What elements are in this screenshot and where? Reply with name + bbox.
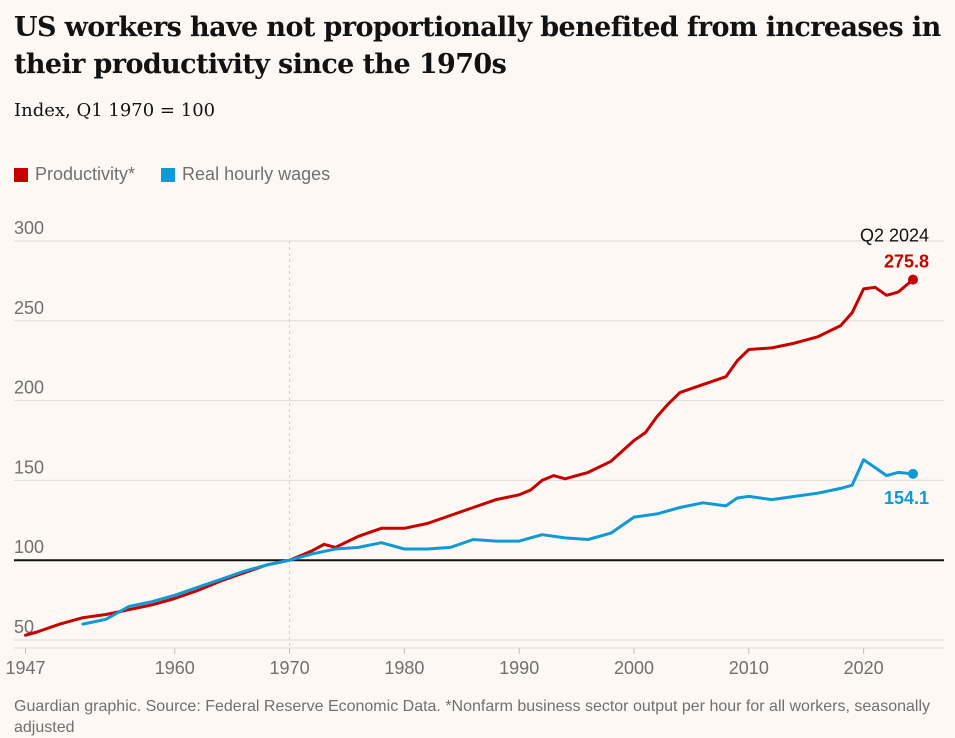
legend-label-wages: Real hourly wages (182, 164, 331, 184)
legend: Productivity* Real hourly wages (14, 164, 356, 185)
x-tick-label-1970: 1970 (270, 658, 310, 678)
chart-subtitle: Index, Q1 1970 = 100 (14, 100, 216, 121)
line-chart: 50 100 150 200 250 300 1947 1960 1970 1980 1990 20… (5, 218, 944, 678)
x-tick-label-2010: 2010 (729, 658, 769, 678)
end-date-label: Q2 2024 (860, 226, 929, 246)
chart-title: US workers have not proportionally benef… (14, 12, 941, 80)
legend-label-productivity: Productivity* (35, 164, 136, 184)
legend-swatch-wages (161, 167, 176, 182)
series-lines (24, 274, 918, 637)
productivity-end-value: 275.8 (884, 252, 929, 272)
x-tick-label-1960: 1960 (155, 658, 195, 678)
footnote: Guardian graphic. Source: Federal Reserv… (14, 698, 930, 736)
x-tick-label-2000: 2000 (614, 658, 654, 678)
y-tick-label-150: 150 (14, 457, 44, 477)
legend-item-wages: Real hourly wages (161, 164, 330, 185)
gridlines (14, 240, 944, 641)
legend-swatch-productivity (14, 167, 28, 182)
y-tick-label-100: 100 (14, 537, 44, 557)
y-tick-label-200: 200 (14, 378, 44, 398)
x-axis-ticks: 1947 1960 1970 1980 1990 2000 2010 2020 (5, 647, 944, 678)
x-tick-label-1947: 1947 (5, 658, 45, 678)
wages-end-dot (908, 468, 918, 479)
x-tick-label-1990: 1990 (499, 658, 539, 678)
wages-line (81, 458, 915, 626)
wages-end-value: 154.1 (884, 488, 929, 508)
y-axis-ticks: 50 100 150 200 250 300 (14, 218, 44, 637)
productivity-line (24, 278, 915, 637)
y-tick-label-300: 300 (14, 218, 44, 238)
y-tick-label-50: 50 (14, 617, 34, 637)
legend-item-productivity: Productivity* (14, 164, 135, 185)
x-tick-label-2020: 2020 (844, 658, 884, 678)
productivity-end-dot (908, 274, 918, 285)
x-tick-label-1980: 1980 (384, 658, 424, 678)
end-labels: Q2 2024 275.8 154.1 (860, 226, 929, 508)
y-tick-label-250: 250 (14, 298, 44, 318)
